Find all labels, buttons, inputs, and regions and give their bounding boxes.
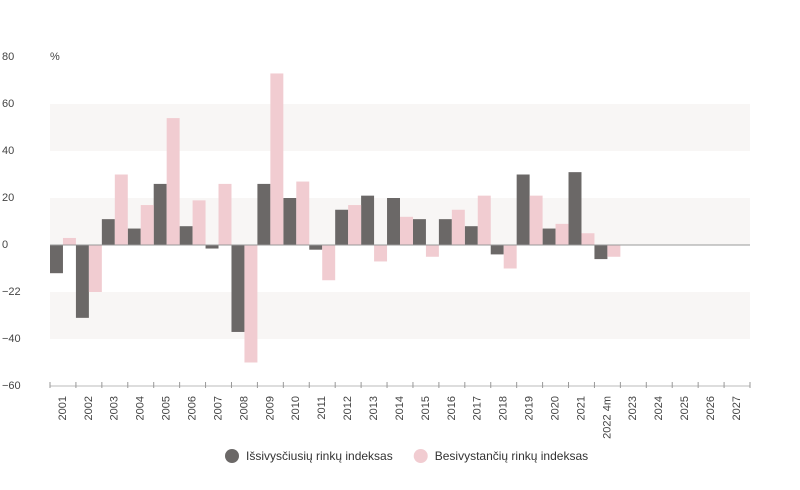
bar bbox=[581, 233, 595, 245]
x-tick-label: 2024 bbox=[653, 396, 665, 420]
x-tick-label: 2013 bbox=[368, 396, 380, 420]
grid-band bbox=[50, 292, 750, 339]
bar bbox=[477, 195, 491, 245]
x-tick-label: 2016 bbox=[446, 396, 458, 420]
x-tick-label: 2006 bbox=[186, 396, 198, 420]
x-tick-label: 2022 4m bbox=[601, 396, 613, 439]
bar bbox=[542, 228, 556, 245]
x-tick-label: 2027 bbox=[731, 396, 743, 420]
bar bbox=[400, 216, 413, 245]
x-tick-label: 2025 bbox=[679, 396, 691, 420]
bar bbox=[607, 245, 621, 257]
bar bbox=[555, 223, 569, 245]
y-tick-label: 60 bbox=[2, 98, 14, 110]
x-tick-label: 2021 bbox=[575, 396, 587, 420]
x-tick-label: 2019 bbox=[524, 396, 536, 420]
x-tick-label: 2005 bbox=[161, 396, 173, 420]
y-tick-label: 0 bbox=[2, 239, 8, 251]
y-tick-label: −40 bbox=[2, 333, 21, 345]
x-tick-label: 2001 bbox=[57, 396, 69, 420]
bar bbox=[88, 245, 102, 292]
x-tick-label: 2004 bbox=[135, 396, 147, 420]
bar bbox=[387, 198, 400, 245]
bar bbox=[166, 118, 180, 245]
x-tick-label: 2008 bbox=[238, 396, 250, 420]
bar bbox=[192, 200, 206, 245]
bar bbox=[50, 245, 63, 274]
bar bbox=[270, 73, 284, 245]
x-tick-label: 2011 bbox=[316, 396, 328, 420]
x-tick-label: 2017 bbox=[472, 396, 484, 420]
legend-swatch bbox=[413, 449, 428, 463]
bar bbox=[62, 237, 76, 245]
y-tick-label: 80 bbox=[2, 51, 14, 63]
bar bbox=[529, 195, 543, 245]
bar bbox=[257, 183, 271, 245]
bar bbox=[438, 219, 452, 245]
x-tick-label: 2023 bbox=[627, 396, 639, 420]
bar bbox=[425, 245, 439, 257]
bar bbox=[296, 181, 310, 245]
bar bbox=[594, 245, 608, 260]
bar bbox=[412, 219, 426, 245]
legend-swatch bbox=[225, 449, 239, 463]
legend-label: Besivystančių rinkų indeksas bbox=[435, 449, 588, 463]
bar bbox=[205, 245, 219, 249]
bar bbox=[322, 245, 336, 281]
y-tick-label: 40 bbox=[2, 145, 14, 157]
bar bbox=[140, 205, 154, 245]
x-tick-label: 2014 bbox=[394, 396, 406, 420]
x-tick-label: 2015 bbox=[420, 396, 432, 420]
bar bbox=[348, 205, 362, 245]
legend-label: Išsivysčiusių rinkų indeksas bbox=[246, 449, 393, 463]
bar bbox=[127, 228, 141, 245]
bar bbox=[568, 172, 582, 245]
bar bbox=[75, 245, 89, 318]
x-tick-label: 2002 bbox=[83, 396, 95, 420]
bar bbox=[153, 183, 167, 245]
bar bbox=[361, 195, 375, 245]
bar bbox=[283, 198, 297, 245]
x-tick-label: 2012 bbox=[342, 396, 354, 420]
x-tick-label: 2007 bbox=[212, 396, 224, 420]
bar bbox=[244, 245, 258, 363]
x-tick-label: 2018 bbox=[498, 396, 510, 420]
y-tick-label: 20 bbox=[2, 192, 14, 204]
grid-band bbox=[50, 104, 750, 151]
bar bbox=[114, 174, 128, 245]
bar bbox=[309, 245, 323, 250]
y-tick-label: −22 bbox=[2, 286, 21, 298]
bar bbox=[179, 226, 193, 245]
bar bbox=[218, 183, 232, 245]
bar bbox=[516, 174, 530, 245]
y-unit-label: % bbox=[50, 51, 60, 63]
x-tick-label: 2009 bbox=[264, 396, 276, 420]
x-tick-label: 2026 bbox=[705, 396, 717, 420]
bar bbox=[335, 209, 349, 245]
y-tick-label: −60 bbox=[2, 380, 21, 392]
bar bbox=[374, 245, 388, 262]
x-tick-label: 2020 bbox=[549, 396, 561, 420]
x-tick-label: 2003 bbox=[109, 396, 121, 420]
bar bbox=[451, 209, 465, 245]
bar bbox=[101, 219, 115, 245]
bar bbox=[231, 245, 245, 332]
bar bbox=[490, 245, 504, 255]
bar bbox=[464, 226, 478, 245]
bar bbox=[503, 245, 517, 269]
x-tick-label: 2010 bbox=[290, 396, 302, 420]
